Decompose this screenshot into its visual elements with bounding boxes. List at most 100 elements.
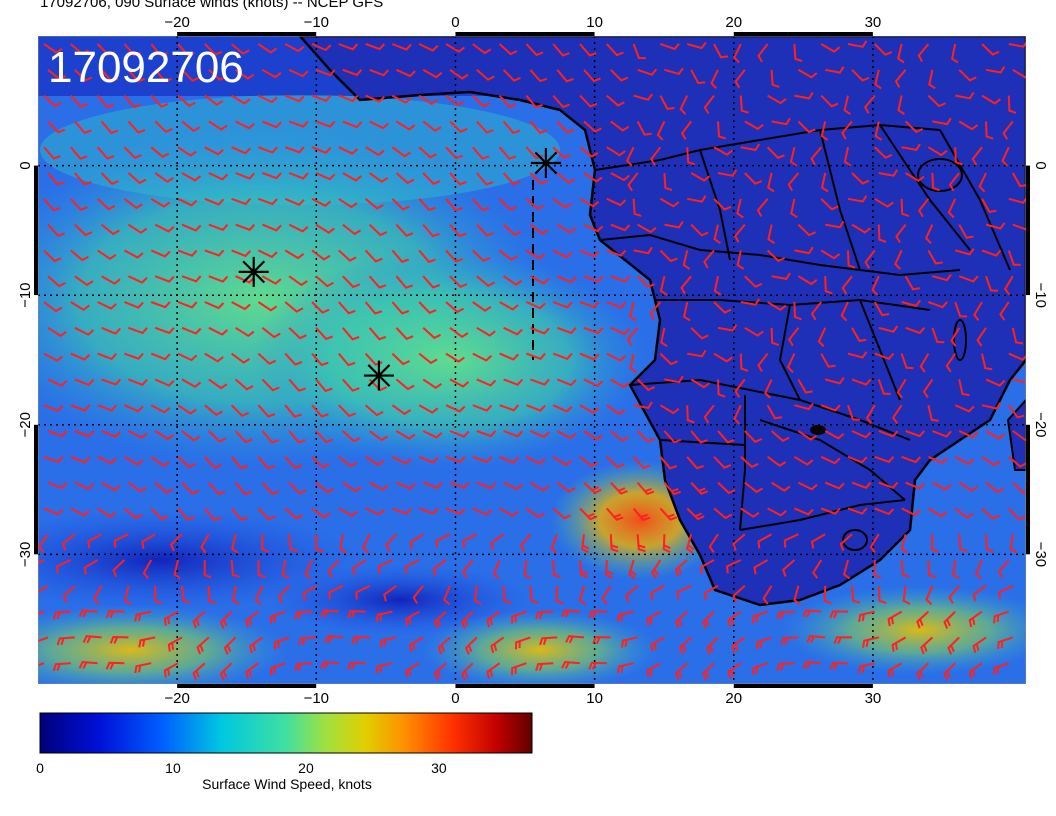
- wind-barb: [874, 197, 894, 208]
- wind-barb: [150, 43, 168, 57]
- wind-barb: [552, 455, 573, 467]
- wind-barb: [445, 507, 466, 515]
- wind-barb: [628, 559, 637, 580]
- wind-barb: [887, 662, 903, 678]
- wind-barb: [659, 249, 678, 263]
- wind-barb: [789, 146, 798, 167]
- wind-barb: [958, 379, 970, 397]
- wind-barb: [958, 120, 979, 131]
- wind-barb: [391, 198, 410, 211]
- wind-barb: [901, 455, 922, 464]
- wind-barb: [315, 534, 324, 553]
- wind-barb: [177, 146, 197, 157]
- wind-barb: [919, 353, 930, 373]
- wind-barb: [177, 352, 198, 362]
- wind-barb: [177, 404, 197, 415]
- wind-barb: [235, 120, 255, 130]
- wind-barb: [445, 198, 463, 212]
- wind-barb: [820, 353, 836, 368]
- wind-barb: [230, 559, 240, 578]
- wind-barb: [690, 69, 706, 85]
- wind-barb: [502, 69, 521, 82]
- wind-barb: [690, 172, 711, 182]
- wind-barb: [181, 223, 202, 232]
- wind-barb: [261, 430, 280, 444]
- wind-barb: [786, 353, 796, 373]
- wind-barb: [338, 249, 357, 262]
- wind-barb: [535, 662, 554, 672]
- wind-barb: [123, 249, 144, 259]
- wind-barb: [258, 146, 278, 154]
- wind-barb: [315, 120, 336, 128]
- wind-barb: [606, 352, 627, 362]
- wind-barb: [288, 481, 307, 495]
- wind-barb: [47, 326, 67, 338]
- wind-barb: [820, 507, 841, 515]
- colorbar: [39, 712, 533, 754]
- wind-barb: [422, 172, 441, 185]
- wind-barb: [525, 43, 544, 57]
- wind-barb: [472, 146, 490, 160]
- wind-barb: [254, 585, 264, 606]
- wind-barb: [736, 250, 745, 270]
- wind-barb: [204, 404, 223, 417]
- wind-barb: [445, 43, 466, 53]
- wind-barb: [231, 533, 239, 554]
- wind-barb: [476, 69, 495, 81]
- wind-barb: [204, 197, 225, 206]
- wind-barb: [472, 198, 490, 212]
- wind-barb: [365, 146, 385, 157]
- wind-barb: [530, 378, 550, 386]
- lat-tick-label-right: −10: [1032, 282, 1049, 307]
- wind-barb: [878, 325, 899, 333]
- wind-barb: [405, 610, 420, 626]
- wind-barb: [958, 275, 979, 283]
- wind-barb: [342, 430, 361, 443]
- wind-barb: [490, 533, 505, 550]
- wind-barb: [713, 275, 722, 296]
- wind-barb: [770, 430, 790, 442]
- wind-barb: [476, 275, 495, 288]
- wind-barb: [472, 404, 493, 412]
- wind-barb: [342, 172, 362, 182]
- wind-barb: [948, 585, 960, 604]
- frame-bar: [872, 684, 1026, 688]
- wind-barb: [605, 559, 614, 579]
- wind-barb: [409, 533, 424, 550]
- wind-barb: [771, 272, 791, 281]
- wind-barb: [302, 584, 317, 602]
- wind-barb: [288, 223, 309, 233]
- wind-barb: [70, 146, 88, 160]
- wind-barb: [472, 507, 493, 516]
- wind-barb: [96, 198, 116, 211]
- wind-barb: [173, 559, 181, 580]
- wind-barb: [369, 430, 389, 442]
- frame-bar: [594, 684, 734, 688]
- wind-barb: [905, 481, 926, 490]
- wind-barb: [897, 43, 905, 64]
- lat-tick-label-left: −10: [17, 282, 34, 307]
- wind-barb: [261, 68, 282, 79]
- wind-barb: [525, 301, 546, 310]
- wind-barb: [616, 610, 634, 622]
- wind-barb: [1012, 223, 1026, 231]
- wind-barb: [529, 172, 548, 185]
- wind-barb: [231, 249, 252, 258]
- wind-barb: [503, 326, 523, 336]
- wind-barb: [997, 559, 1010, 579]
- wind-barb: [703, 249, 715, 269]
- wind-barb: [916, 610, 930, 629]
- wind-barb: [945, 353, 957, 373]
- frame-bar: [872, 32, 1026, 36]
- wind-barb: [810, 146, 822, 166]
- wind-barb: [208, 430, 227, 443]
- wind-barb: [181, 172, 202, 182]
- wind-barb: [123, 585, 132, 606]
- wind-barb: [262, 223, 282, 232]
- wind-barb: [894, 249, 903, 270]
- wind-barb: [351, 559, 367, 576]
- wind-barb: [365, 94, 386, 103]
- wind-barb: [150, 456, 170, 468]
- wind-barb: [100, 120, 119, 135]
- wind-barb: [418, 249, 436, 264]
